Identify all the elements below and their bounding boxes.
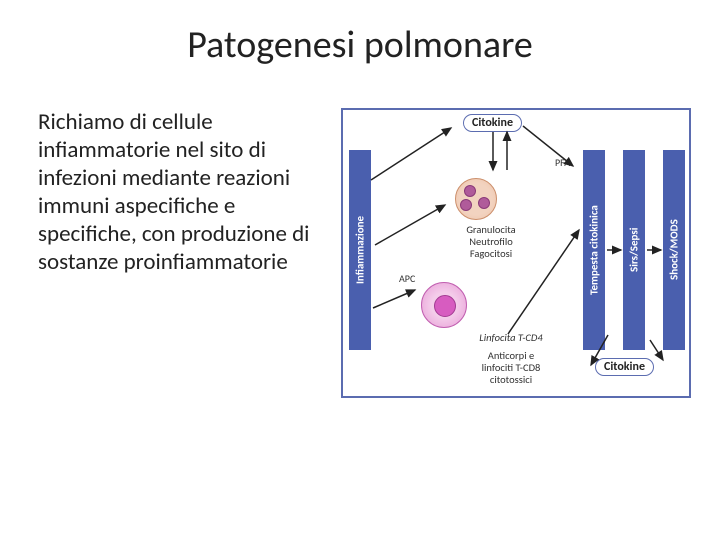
description-paragraph: Richiamo di cellule infiammatorie nel si… <box>38 108 323 398</box>
arrow <box>375 205 445 245</box>
arrow <box>523 126 573 166</box>
page-title: Patogenesi polmonare <box>0 0 720 68</box>
arrow <box>373 290 415 308</box>
arrow-layer <box>343 110 693 400</box>
pathogenesis-diagram: Infiammazione Tempesta citokinica Sirs/S… <box>341 108 691 398</box>
arrow-group <box>371 126 663 365</box>
content-row: Richiamo di cellule infiammatorie nel si… <box>0 68 720 398</box>
arrow <box>650 340 663 360</box>
arrow <box>371 128 451 180</box>
arrow <box>508 230 579 334</box>
arrow <box>591 335 608 365</box>
